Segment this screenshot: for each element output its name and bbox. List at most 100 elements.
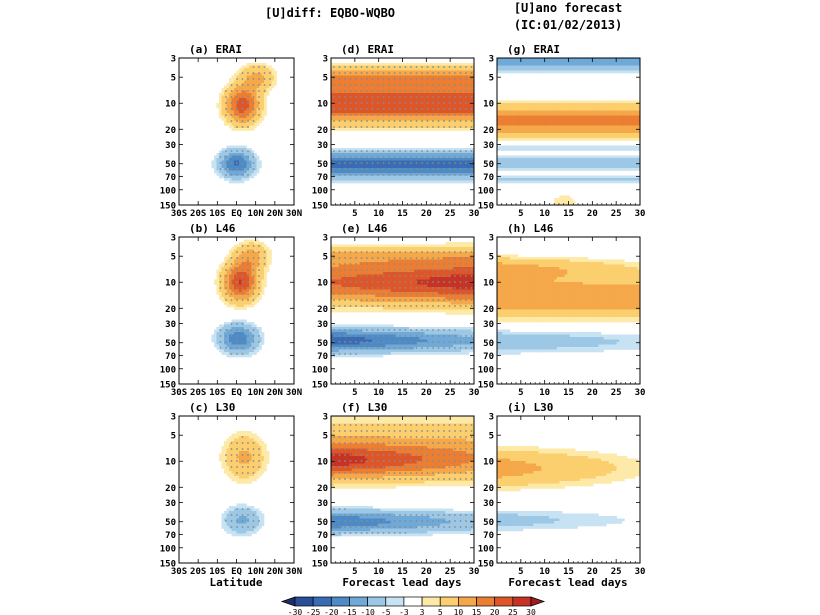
field-cell (528, 155, 532, 159)
field-cell (637, 120, 640, 124)
field-cell (593, 63, 597, 66)
field-cell (239, 113, 242, 116)
field-cell (637, 58, 640, 61)
sig-dot (241, 114, 244, 116)
field-cell (398, 128, 402, 131)
field-cell (396, 113, 399, 116)
field-cell (471, 178, 474, 181)
sig-dot (338, 78, 341, 80)
field-cell (396, 108, 399, 111)
sig-dot (470, 120, 473, 122)
field-cell (398, 80, 402, 84)
field-cell (266, 88, 270, 91)
field-cell (437, 115, 441, 119)
field-cell (546, 63, 550, 66)
field-cell (567, 63, 571, 66)
field-cell (351, 68, 355, 71)
field-cell (344, 103, 347, 106)
field-cell (367, 65, 371, 69)
sig-dot (377, 150, 379, 152)
field-cell (440, 98, 444, 101)
field-cell (388, 75, 392, 79)
field-cell (614, 135, 617, 139)
field-cell (525, 63, 529, 66)
field-cell (461, 178, 464, 181)
field-cell (569, 145, 573, 149)
sig-dot (252, 72, 255, 74)
field-cell (370, 125, 373, 129)
field-cell (359, 178, 363, 181)
field-cell (580, 120, 584, 124)
field-cell (229, 150, 232, 154)
field-cell (432, 78, 436, 81)
field-cell (471, 123, 474, 126)
field-cell (554, 158, 558, 161)
sig-dot (269, 78, 271, 80)
field-cell (351, 178, 355, 181)
field-cell (523, 105, 526, 109)
field-cell (398, 73, 402, 76)
field-cell (616, 145, 620, 149)
field-cell (383, 78, 386, 81)
field-cell (608, 68, 612, 71)
field-cell (432, 110, 436, 114)
field-cell (221, 88, 225, 91)
field-cell (437, 85, 441, 89)
field-cell (422, 173, 425, 176)
field-cell (409, 175, 412, 179)
field-cell (538, 105, 542, 109)
field-cell (549, 70, 552, 74)
field-cell (629, 138, 633, 141)
field-cell (538, 120, 542, 124)
field-cell (424, 68, 428, 71)
field-cell (229, 165, 232, 169)
field-cell (221, 170, 225, 174)
sig-dot (437, 90, 440, 92)
field-cell (450, 180, 454, 184)
field-cell (463, 100, 467, 104)
field-cell (254, 105, 257, 109)
field-cell (595, 63, 599, 66)
field-cell (349, 73, 353, 76)
field-cell (429, 123, 433, 126)
field-cell (572, 60, 576, 64)
field-cell (419, 170, 423, 174)
field-cell (507, 123, 511, 126)
field-cell (637, 110, 640, 114)
field-cell (424, 98, 428, 101)
field-cell (554, 113, 558, 116)
field-cell (528, 115, 532, 119)
field-cell (249, 75, 252, 79)
field-cell (455, 125, 459, 129)
field-cell (256, 155, 260, 159)
field-cell (424, 78, 428, 81)
field-cell (448, 103, 451, 106)
field-cell (354, 163, 358, 166)
field-cell (538, 103, 542, 106)
field-cell (507, 130, 511, 134)
field-cell (411, 78, 415, 81)
field-cell (256, 80, 260, 84)
field-cell (377, 168, 381, 171)
field-cell (414, 115, 418, 119)
field-cell (499, 145, 503, 149)
field-cell (556, 135, 560, 139)
field-cell (471, 173, 474, 176)
field-cell (251, 100, 255, 104)
sig-dot (366, 96, 368, 98)
field-cell (538, 100, 542, 104)
field-cell (256, 88, 260, 91)
field-cell (372, 83, 376, 86)
field-cell (341, 125, 345, 129)
field-cell (585, 128, 589, 131)
field-cell (362, 95, 366, 99)
field-cell (239, 68, 242, 71)
sig-dot (415, 102, 418, 104)
field-cell (458, 128, 462, 131)
field-cell (249, 153, 252, 156)
field-cell (338, 163, 342, 166)
field-cell (375, 80, 379, 84)
field-cell (344, 148, 347, 151)
field-cell (406, 120, 410, 124)
sig-dot (399, 84, 401, 86)
